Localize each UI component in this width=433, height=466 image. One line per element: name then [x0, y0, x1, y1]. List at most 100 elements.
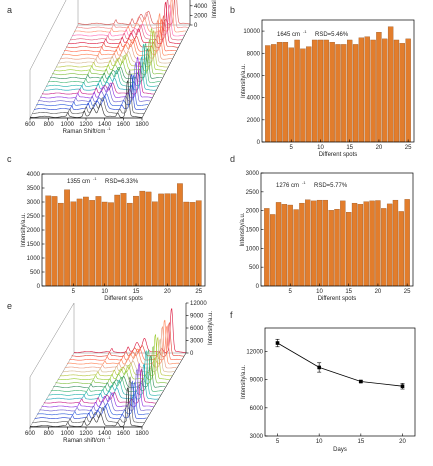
z-tick-label: 0 [190, 351, 194, 357]
y-tick-label: 0 [37, 284, 41, 290]
x-tick-label: 10 [101, 289, 108, 295]
bar [323, 200, 328, 286]
y-tick-label: 10000 [243, 29, 260, 35]
bar [329, 210, 334, 286]
x-tick-label: 5 [72, 289, 76, 295]
z-axis-label: Intensity/a.u. [208, 311, 214, 345]
bar [283, 42, 288, 142]
bar [330, 42, 335, 142]
y-tick-label: 1000 [246, 246, 260, 252]
x-axis-label: Different spots [104, 296, 143, 302]
data-point [276, 341, 280, 345]
x-tick-label: 25 [405, 145, 412, 151]
bar [364, 202, 369, 286]
bar [387, 204, 392, 286]
z-tick-label: 9000 [190, 314, 204, 320]
bar [158, 194, 163, 286]
data-point [317, 366, 321, 370]
bar [393, 200, 398, 286]
bar [108, 203, 113, 286]
spectrum-line [74, 308, 186, 352]
bar [165, 194, 170, 286]
bar [352, 203, 357, 286]
bar [406, 39, 411, 142]
spectrum-line [56, 347, 168, 384]
bar [71, 202, 76, 286]
bar [334, 209, 339, 286]
y-tick-label: 500 [249, 265, 260, 271]
bar [340, 201, 345, 286]
bar [394, 40, 399, 142]
panel-label: a [7, 5, 12, 15]
bar [277, 42, 282, 142]
peak-annotation-superscript: -1 [303, 29, 307, 34]
z-tick-label: 2000 [194, 13, 208, 19]
y-tick-label: 1000 [27, 256, 41, 262]
x-axis-label: Different spots [319, 152, 358, 158]
x-axis-label: Different spots [318, 296, 357, 302]
bar [347, 40, 352, 142]
y-tick-label: 2000 [246, 209, 260, 215]
y-tick-label: 2000 [27, 228, 41, 234]
y-tick-label: 4000 [247, 96, 261, 102]
y-tick-label: 6000 [247, 73, 261, 79]
x-tick-label: 20 [164, 289, 171, 295]
bar [52, 196, 57, 286]
spectrum-line [32, 70, 144, 113]
x-tick-label: 15 [345, 289, 352, 295]
bar [295, 40, 300, 142]
bar [400, 43, 405, 142]
z-tick-label: 4000 [194, 4, 208, 10]
x-tick-label: 1600 [117, 431, 131, 437]
z-tick-label: 3000 [190, 339, 204, 345]
bar [140, 191, 145, 286]
peak-annotation-superscript: -1 [93, 176, 97, 181]
rsd-annotation: RSD=5.46% [315, 32, 349, 38]
y-tick-label: 6000 [250, 406, 264, 412]
bar [58, 203, 63, 286]
bar [46, 196, 51, 286]
x-tick-label: 800 [44, 122, 55, 128]
peak-annotation-superscript: -1 [302, 180, 306, 185]
bar [152, 202, 157, 286]
y-tick-label: 0 [256, 284, 260, 290]
x-tick-label: 20 [375, 289, 382, 295]
panel-label: e [7, 301, 12, 311]
x-tick-label: 25 [195, 289, 202, 295]
y-tick-label: 9000 [250, 378, 264, 384]
bar [96, 196, 101, 286]
x-tick-label: 10 [316, 289, 323, 295]
peak-annotation: 1645 cm [277, 32, 300, 38]
data-point [359, 380, 363, 384]
z-tick-label: 12000 [190, 301, 207, 307]
x-tick-label: 600 [25, 431, 36, 437]
x-axis-label: Raman shift/cm [63, 438, 105, 444]
rsd-annotation: RSD=6.33% [105, 179, 139, 185]
x-tick-label: 5 [289, 289, 293, 295]
x-tick-label: 15 [346, 145, 353, 151]
bar [270, 214, 275, 286]
bar [341, 44, 346, 142]
bar [177, 184, 182, 286]
bar [83, 197, 88, 286]
bar [375, 200, 380, 286]
x-tick-label: 1000 [61, 431, 75, 437]
bar [359, 38, 364, 142]
panel-label: c [7, 154, 12, 164]
x-tick-label: 1600 [117, 122, 131, 128]
bar [324, 40, 329, 142]
bar [381, 208, 386, 286]
bar [77, 199, 82, 286]
bar [133, 196, 138, 286]
panel-label: d [230, 154, 235, 164]
panel-label: f [230, 310, 233, 320]
bar [388, 27, 393, 142]
y-tick-label: 2500 [27, 214, 41, 220]
bar [276, 202, 281, 286]
